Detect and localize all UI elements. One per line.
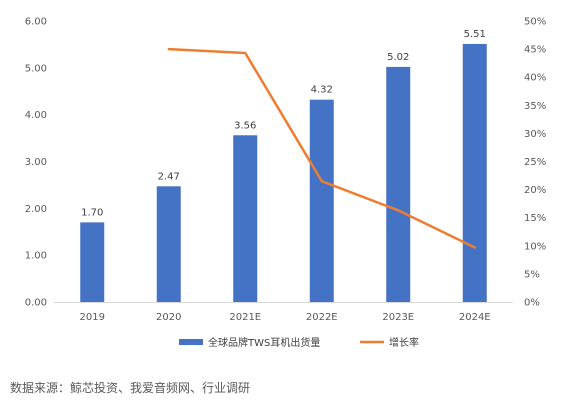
bar-data-label: 5.51 <box>464 29 486 40</box>
bar-data-label: 1.70 <box>81 207 103 218</box>
y-right-tick-label: 35% <box>524 101 546 112</box>
bar-data-label: 5.02 <box>387 52 409 63</box>
bar <box>386 66 411 302</box>
legend: 全球品牌TWS耳机出货量 增长率 <box>179 336 419 349</box>
y-left-tick-label: 1.00 <box>25 251 47 262</box>
y-right-tick-label: 20% <box>524 185 546 196</box>
bar <box>462 43 487 302</box>
y-right-tick-label: 0% <box>524 298 540 309</box>
y-right-tick-label: 25% <box>524 157 546 168</box>
bar-data-label: 4.32 <box>311 85 333 96</box>
x-tick-label: 2019 <box>80 312 105 323</box>
y-right-tick-label: 10% <box>524 241 546 252</box>
x-tick-label: 2024E <box>459 312 491 323</box>
x-tick-label: 2023E <box>382 312 414 323</box>
y-left-tick-label: 3.00 <box>25 157 47 168</box>
y-left-tick-label: 5.00 <box>25 63 47 74</box>
y-left-tick-label: 0.00 <box>25 298 47 309</box>
y-right-tick-label: 50% <box>524 17 546 28</box>
bar <box>233 135 258 302</box>
plot-area: 0.00 1.00 2.00 3.00 4.00 5.00 6.00 0% 5% 10% 15% 20… <box>25 17 547 324</box>
legend-label-bar: 全球品牌TWS耳机出货量 <box>208 336 320 349</box>
bar <box>309 99 334 303</box>
bar <box>156 186 181 302</box>
series-line-growth <box>167 47 477 249</box>
bar <box>80 222 105 302</box>
y-right-tick-label: 45% <box>524 45 546 56</box>
legend-label-line: 增长率 <box>389 336 419 349</box>
x-tick-label: 2021E <box>229 312 261 323</box>
source-note: 数据来源：鲸芯投资、我爱音频网、行业调研 <box>10 380 250 395</box>
y-left-tick-label: 2.00 <box>25 204 47 215</box>
y-left-tick-label: 6.00 <box>25 17 47 28</box>
y-left-tick-label: 4.00 <box>25 110 47 121</box>
y-right-tick-label: 40% <box>524 73 546 84</box>
x-tick-label: 2022E <box>306 312 338 323</box>
bar-data-label: 3.56 <box>234 120 256 131</box>
x-tick-label: 2020 <box>156 312 181 323</box>
bar-data-label: 2.47 <box>158 171 180 182</box>
legend-swatch-bar <box>179 339 203 345</box>
y-right-tick-label: 5% <box>524 269 540 280</box>
y-right-tick-label: 15% <box>524 213 546 224</box>
y-right-tick-label: 30% <box>524 129 546 140</box>
